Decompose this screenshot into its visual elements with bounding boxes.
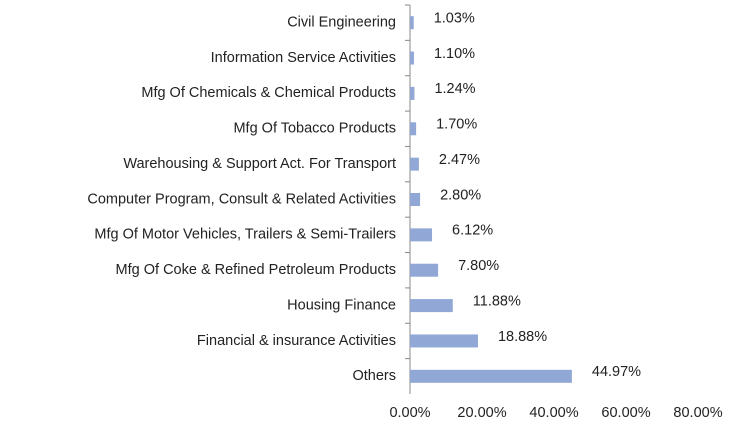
y-tick-label: Warehousing & Support Act. For Transport bbox=[123, 156, 396, 172]
value-label: 1.70% bbox=[436, 117, 477, 133]
value-label: 11.88% bbox=[473, 293, 521, 309]
y-tick-label: Others bbox=[352, 368, 396, 384]
y-tick-label: Information Service Activities bbox=[211, 50, 396, 66]
bar bbox=[410, 51, 414, 65]
y-tick-label: Financial & insurance Activities bbox=[197, 333, 396, 349]
bar bbox=[410, 86, 415, 100]
bar bbox=[410, 16, 414, 30]
value-label: 7.80% bbox=[458, 258, 499, 274]
bar bbox=[410, 157, 419, 171]
x-tick-label: 80.00% bbox=[673, 405, 722, 421]
x-tick-label: 40.00% bbox=[529, 405, 578, 421]
x-tick-label: 20.00% bbox=[457, 405, 506, 421]
bar bbox=[410, 193, 421, 206]
x-tick-label: 0.00% bbox=[389, 405, 430, 421]
y-tick-label: Mfg Of Motor Vehicles, Trailers & Semi-T… bbox=[94, 227, 396, 243]
bar bbox=[410, 299, 453, 313]
value-label: 1.03% bbox=[434, 11, 475, 27]
bar bbox=[410, 334, 478, 348]
y-tick-label: Computer Program, Consult & Related Acti… bbox=[87, 191, 396, 207]
value-label: 1.24% bbox=[434, 81, 475, 97]
value-label: 44.97% bbox=[592, 364, 641, 380]
y-tick-label: Mfg Of Coke & Refined Petroleum Products bbox=[116, 262, 396, 278]
value-label: 6.12% bbox=[452, 223, 493, 239]
bar bbox=[410, 122, 417, 136]
x-tick-label: 60.00% bbox=[601, 405, 650, 421]
y-tick-label: Civil Engineering bbox=[287, 15, 396, 31]
value-label: 2.47% bbox=[439, 152, 480, 168]
bar bbox=[410, 369, 572, 383]
y-tick-label: Mfg Of Chemicals & Chemical Products bbox=[141, 85, 396, 101]
bar bbox=[410, 263, 439, 277]
y-tick-label: Housing Finance bbox=[287, 297, 396, 313]
value-label: 18.88% bbox=[498, 329, 547, 345]
bar bbox=[410, 228, 433, 242]
value-label: 2.80% bbox=[440, 187, 481, 203]
y-tick-label: Mfg Of Tobacco Products bbox=[233, 121, 396, 137]
value-label: 1.10% bbox=[434, 46, 475, 62]
